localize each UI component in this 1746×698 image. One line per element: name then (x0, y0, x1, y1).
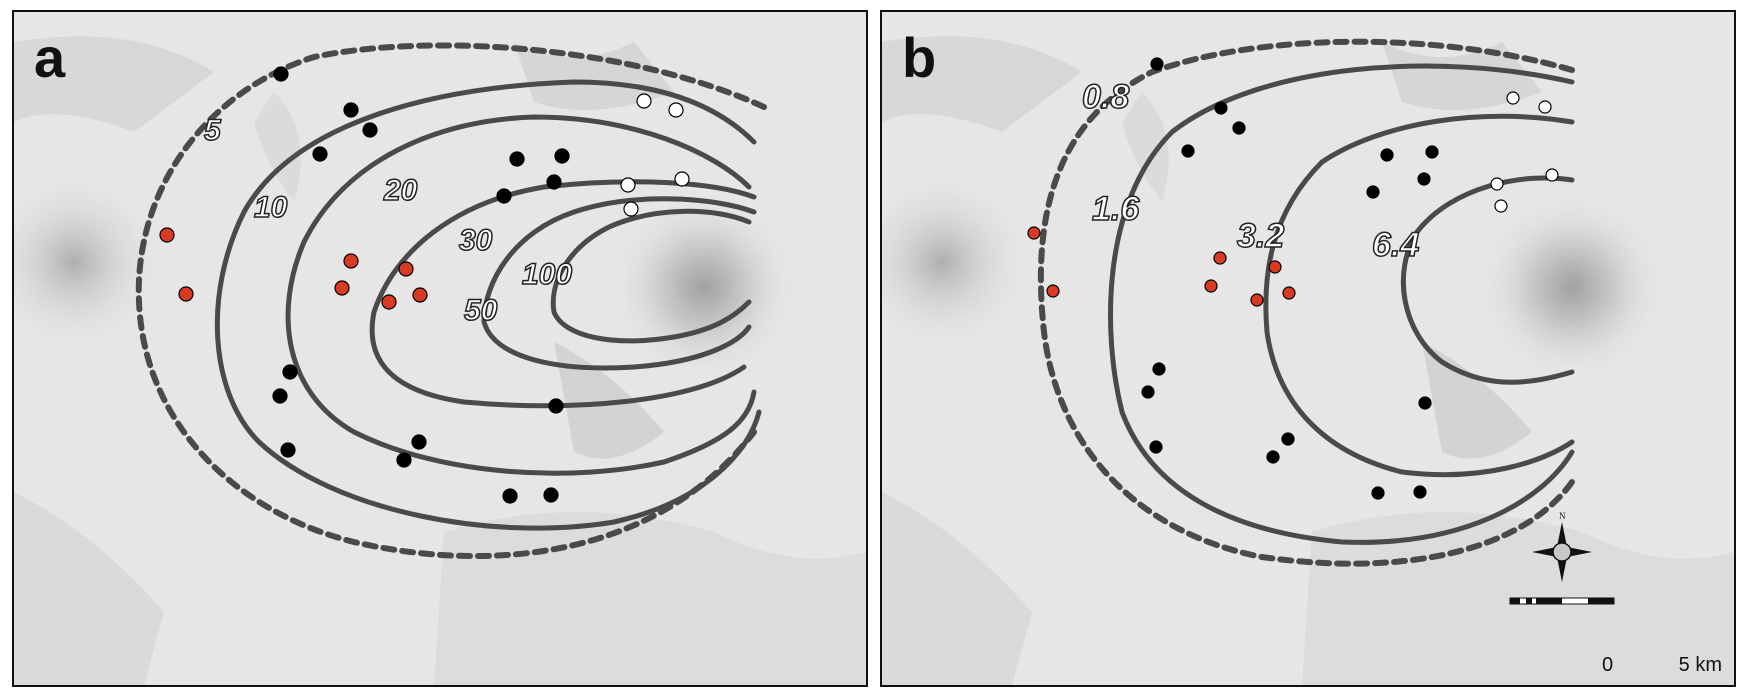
sample-sites (159, 66, 690, 504)
sample-site-black (272, 388, 288, 404)
sample-site-black (343, 102, 359, 118)
sample-site-red (1027, 226, 1041, 240)
contour-label: 10 (254, 191, 288, 224)
sample-site-black (273, 66, 289, 82)
contour-label: 30 (459, 224, 493, 257)
sample-site-white (636, 93, 652, 109)
contour-labels: 0.8 1.6 3.2 6.4 (1081, 77, 1420, 265)
contour-labels: 5 10 20 30 50 100 (203, 113, 573, 328)
sample-site-red (334, 280, 350, 296)
sample-site-red (381, 294, 397, 310)
contour-label: 20 (383, 174, 418, 207)
sample-site-black (1141, 385, 1155, 399)
sample-site-black (1214, 101, 1228, 115)
sample-site-red (1204, 279, 1218, 293)
sample-site-black (280, 442, 296, 458)
sample-site-black (554, 148, 570, 164)
sample-site-black (546, 174, 562, 190)
sample-site-black (282, 364, 298, 380)
sample-site-black (543, 487, 559, 503)
sample-site-white (1490, 177, 1504, 191)
sample-site-black (548, 398, 564, 414)
contour-50 (481, 196, 757, 371)
contour-30 (369, 179, 757, 409)
sample-site-red (178, 286, 194, 302)
sample-site-red (1268, 260, 1282, 274)
map-panel-b: 0.8 1.6 3.2 6.4 (880, 10, 1736, 687)
sample-site-white (623, 201, 639, 217)
sample-site-black (496, 188, 512, 204)
contour-label: 3.2 (1237, 217, 1284, 255)
isopach-map-b: 0.8 1.6 3.2 6.4 (882, 12, 1734, 685)
sample-site-black (1152, 362, 1166, 376)
sample-site-black (509, 151, 525, 167)
sample-site-black (1425, 145, 1439, 159)
contour-label: 6.4 (1372, 226, 1419, 264)
contour-20 (285, 114, 757, 476)
sample-site-black (502, 488, 518, 504)
sample-site-red (343, 253, 359, 269)
sample-site-black (1417, 172, 1431, 186)
contour-3.2 (1263, 113, 1575, 478)
sample-site-black (1150, 57, 1164, 71)
compass-rose-icon: N (1532, 511, 1592, 582)
sample-sites (1027, 57, 1559, 500)
scale-bar-labels: 0 5 km (1602, 654, 1722, 677)
contour-label: 5 (204, 114, 222, 147)
panel-letter-a: a (34, 26, 66, 89)
sample-site-black (1149, 440, 1163, 454)
sample-site-black (411, 434, 427, 450)
panel-letter-b: b (902, 26, 937, 89)
scale-bar (1509, 597, 1615, 605)
sample-site-white (668, 102, 684, 118)
contour-100 (550, 208, 752, 344)
sample-site-black (1266, 450, 1280, 464)
sample-site-white (620, 177, 636, 193)
scale-start-label: 0 (1602, 654, 1614, 676)
sample-site-red (412, 287, 428, 303)
sample-site-red (1213, 251, 1227, 265)
sample-site-black (1232, 121, 1246, 135)
contour-label: 100 (522, 258, 572, 291)
contour-0.8-dashed (1037, 38, 1575, 567)
contour-label: 1.6 (1092, 190, 1140, 228)
sample-site-red (159, 227, 175, 243)
sample-site-black (1366, 185, 1380, 199)
sample-site-red (1250, 293, 1264, 307)
contour-1.6 (1108, 63, 1575, 545)
contour-lines (1037, 38, 1575, 567)
sample-site-black (312, 146, 328, 162)
scale-end-label: 5 km (1678, 654, 1722, 676)
contour-label: 50 (464, 294, 498, 327)
contour-lines (135, 42, 767, 559)
contour-5-dashed (135, 42, 767, 559)
contour-label: 0.8 (1082, 78, 1129, 116)
sample-site-red (1282, 286, 1296, 300)
sample-site-black (1181, 144, 1195, 158)
sample-site-white (1506, 91, 1520, 105)
sample-site-black (1371, 486, 1385, 500)
sample-site-red (398, 261, 414, 277)
sample-site-black (362, 122, 378, 138)
north-label: N (1559, 511, 1566, 521)
sample-site-black (396, 452, 412, 468)
isopach-map-a: 5 10 20 30 50 100 (14, 12, 866, 685)
terrain-relief (14, 36, 866, 685)
sample-site-red (1046, 284, 1060, 298)
sample-site-black (1418, 396, 1432, 410)
sample-site-white (1494, 199, 1508, 213)
sample-site-white (1538, 100, 1552, 114)
sample-site-white (1545, 168, 1559, 182)
contour-10 (214, 79, 762, 531)
sample-site-black (1380, 148, 1394, 162)
map-panel-a: 5 10 20 30 50 100 (12, 10, 868, 687)
sample-site-white (674, 171, 690, 187)
sample-site-black (1413, 485, 1427, 499)
sample-site-black (1281, 432, 1295, 446)
